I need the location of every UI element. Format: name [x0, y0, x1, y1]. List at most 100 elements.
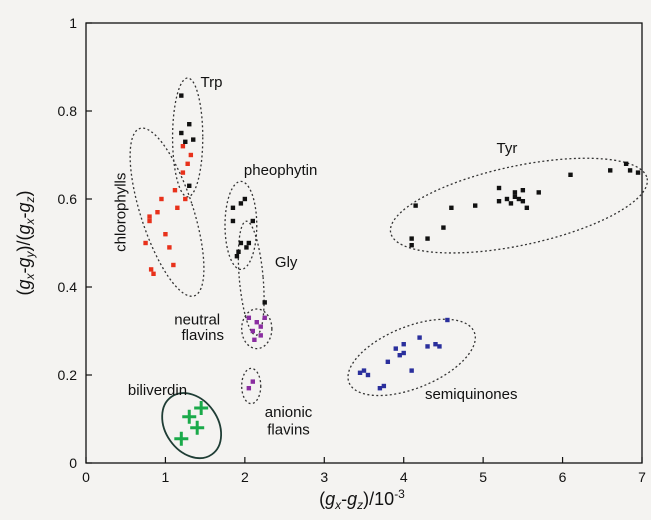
- data-points: [143, 93, 641, 446]
- point-chlorophylls: [147, 214, 152, 219]
- point-pheophytin: [244, 245, 249, 250]
- point-trp: [183, 139, 188, 144]
- group-enclosures: [129, 77, 648, 460]
- y-tick-label: 1: [69, 15, 77, 31]
- point-chlorophylls: [155, 210, 160, 215]
- enclosure-neutral-flavins: [241, 308, 273, 350]
- enclosure-biliverdin: [161, 392, 223, 460]
- point-chlorophylls: [159, 196, 164, 202]
- point-semiquinones: [401, 350, 406, 356]
- point-chlorophylls: [171, 262, 176, 268]
- point-semiquinones: [433, 342, 438, 347]
- point-tyr: [608, 168, 613, 173]
- point-tyr: [516, 196, 522, 202]
- x-tick-label: 5: [479, 469, 487, 485]
- label-flavins: flavins: [267, 421, 310, 438]
- point-tyr: [473, 203, 478, 208]
- point-semiquinones: [381, 383, 387, 389]
- point-tyr: [413, 203, 418, 208]
- point-chlorophylls: [163, 232, 168, 237]
- point-neutral-flavins: [262, 315, 267, 320]
- point-tyr: [449, 205, 454, 210]
- point-semiquinones: [401, 342, 406, 347]
- x-tick-label: 4: [400, 469, 408, 485]
- point-chlorophylls: [180, 170, 186, 175]
- point-trp: [187, 122, 192, 127]
- y-axis-ticks: 0 0.2 0.4 0.6 0.8 1: [58, 15, 92, 471]
- point-biliverdin: [182, 409, 197, 424]
- point-semiquinones: [425, 344, 430, 349]
- point-tyr: [512, 194, 518, 199]
- label-pheophytin: pheophytin: [244, 162, 317, 179]
- enclosure-pheophytin: [224, 180, 258, 271]
- point-tyr: [520, 199, 526, 204]
- point-semiquinones: [393, 346, 398, 351]
- point-tyr: [512, 190, 518, 195]
- x-tick-label: 7: [638, 469, 646, 485]
- point-semiquinones: [445, 317, 450, 323]
- point-neutral-flavins: [250, 328, 255, 334]
- point-semiquinones: [357, 370, 363, 375]
- point-chlorophylls: [180, 144, 186, 149]
- point-biliverdin: [174, 431, 189, 446]
- x-axis-title: (gx-gz)/10-3: [319, 487, 405, 512]
- point-chlorophylls: [172, 188, 178, 193]
- y-tick-label: 0.2: [58, 367, 78, 383]
- point-semiquinones: [409, 368, 414, 373]
- point-semiquinones: [385, 359, 391, 364]
- point-semiquinones: [397, 353, 402, 358]
- point-chlorophylls: [167, 245, 172, 250]
- point-chlorophylls: [175, 205, 180, 210]
- point-pheophytin: [230, 218, 236, 224]
- label-tyr: Tyr: [497, 140, 518, 157]
- enclosure-chlorophylls: [129, 127, 205, 297]
- point-tyr: [441, 225, 446, 230]
- point-tyr: [524, 205, 530, 210]
- label-anionic: anionic: [265, 404, 313, 421]
- point-pheophytin: [238, 201, 244, 206]
- label-semiquinones: semiquinones: [425, 386, 518, 403]
- point-neutral-flavins: [258, 324, 263, 329]
- point-anionic-flavins: [250, 379, 255, 384]
- point-gly: [262, 300, 267, 305]
- enclosure-tyr: [389, 157, 648, 254]
- point-tyr: [496, 199, 502, 204]
- point-tyr: [623, 161, 629, 166]
- point-biliverdin: [194, 401, 209, 415]
- x-tick-label: 2: [241, 469, 249, 485]
- point-pheophytin: [250, 218, 255, 224]
- point-trp: [187, 183, 192, 188]
- point-pheophytin: [238, 240, 244, 246]
- point-tyr: [425, 236, 430, 241]
- point-semiquinones: [417, 335, 422, 340]
- point-trp: [179, 93, 184, 98]
- point-chlorophylls: [147, 218, 152, 224]
- point-chlorophylls: [188, 152, 194, 158]
- label-neutral: neutral: [174, 311, 220, 328]
- label-flavins: flavins: [181, 327, 224, 344]
- plot-frame: [85, 22, 643, 464]
- point-neutral-flavins: [252, 337, 257, 342]
- point-biliverdin: [190, 420, 205, 435]
- point-pheophytin: [236, 249, 241, 254]
- point-neutral-flavins: [246, 315, 252, 320]
- label-gly: Gly: [275, 254, 298, 271]
- x-tick-label: 3: [320, 469, 328, 485]
- point-pheophytin: [234, 254, 240, 259]
- point-tyr: [635, 170, 641, 175]
- point-neutral-flavins: [258, 333, 263, 338]
- point-pheophytin: [230, 205, 236, 210]
- point-tyr: [627, 168, 633, 173]
- point-anionic-flavins: [246, 386, 252, 391]
- point-chlorophylls: [148, 267, 154, 272]
- point-tyr: [536, 190, 541, 195]
- point-tyr: [496, 185, 502, 191]
- group-labels: TrpchlorophyllspheophytinGlyneutralflavi…: [113, 74, 518, 439]
- point-semiquinones: [365, 372, 371, 378]
- enclosure-anionic-flavins: [241, 367, 262, 405]
- point-semiquinones: [437, 344, 442, 349]
- y-tick-label: 0.6: [58, 191, 78, 207]
- x-tick-label: 6: [559, 469, 567, 485]
- point-semiquinones: [377, 386, 383, 391]
